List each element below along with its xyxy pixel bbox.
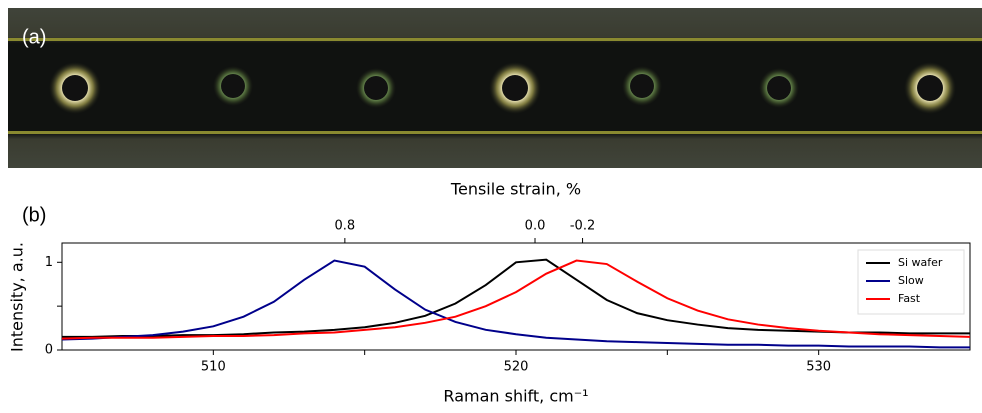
hole (630, 74, 654, 98)
x2-tick-label: 0.0 (525, 219, 546, 234)
hole (364, 76, 388, 100)
hole (917, 75, 943, 101)
hole (502, 75, 528, 101)
figure: (a) (b) Tensile strain, % Raman shift, c… (0, 0, 982, 409)
panel-label: (b) (22, 204, 46, 226)
edge-line (8, 131, 982, 134)
x-tick-label: 520 (504, 360, 529, 375)
micrograph: (a) (8, 8, 982, 168)
x2-axis-label: Tensile strain, % (450, 180, 581, 199)
line-series (62, 260, 970, 337)
hole (767, 76, 791, 100)
x-axis-label: Raman shift, cm⁻¹ (443, 387, 588, 406)
x2-tick-label: 0.8 (335, 219, 356, 234)
legend-label: Fast (898, 292, 921, 305)
x-tick-label: 510 (201, 360, 226, 375)
x-tick-label: 530 (806, 360, 831, 375)
y-tick-label: 1 (45, 255, 53, 270)
edge-line (8, 38, 982, 41)
hole (221, 74, 245, 98)
legend-label: Slow (898, 274, 924, 287)
y-tick-label: 0 (45, 343, 53, 358)
x2-tick-label: -0.2 (570, 219, 595, 234)
y-axis-label: Intensity, a.u. (8, 242, 27, 352)
panel-label: (a) (22, 26, 46, 48)
line-series (62, 261, 970, 339)
legend-label: Si wafer (898, 256, 943, 269)
hole (62, 75, 88, 101)
